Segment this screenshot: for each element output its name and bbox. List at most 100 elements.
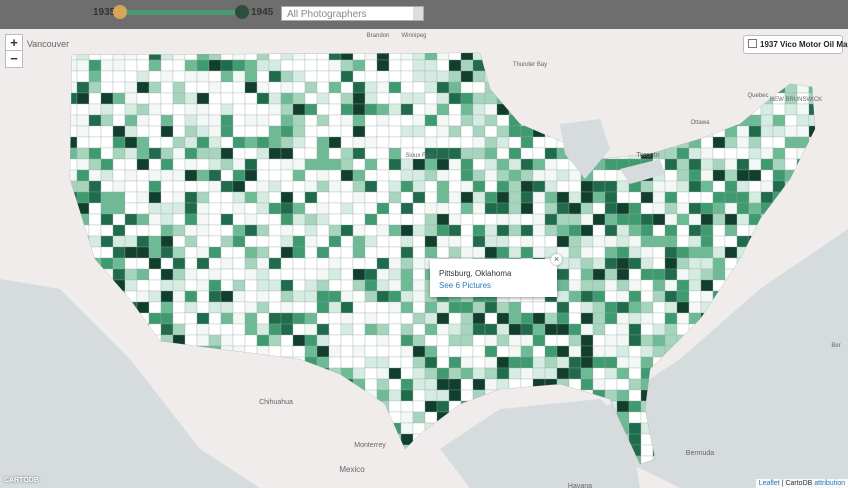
county[interactable] (484, 191, 498, 204)
county[interactable] (340, 180, 354, 193)
county[interactable] (544, 158, 558, 171)
county[interactable] (412, 59, 426, 72)
county[interactable] (184, 114, 198, 127)
county[interactable] (724, 202, 738, 215)
county[interactable] (736, 213, 750, 226)
county[interactable] (232, 158, 246, 171)
county[interactable] (244, 246, 258, 259)
county[interactable] (736, 125, 750, 138)
county[interactable] (328, 224, 342, 237)
county[interactable] (700, 180, 714, 193)
county[interactable] (460, 378, 474, 391)
county[interactable] (172, 301, 186, 314)
county[interactable] (268, 268, 282, 281)
county[interactable] (544, 356, 558, 369)
county[interactable] (184, 136, 198, 149)
county[interactable] (244, 202, 258, 215)
county[interactable] (604, 268, 618, 281)
county[interactable] (712, 202, 726, 215)
county[interactable] (664, 224, 678, 237)
county[interactable] (316, 334, 330, 347)
county[interactable] (604, 246, 618, 259)
county[interactable] (304, 224, 318, 237)
county[interactable] (412, 213, 426, 226)
county[interactable] (280, 103, 294, 116)
county[interactable] (352, 323, 366, 336)
county[interactable] (484, 202, 498, 215)
county[interactable] (376, 301, 390, 314)
county[interactable] (280, 290, 294, 303)
county[interactable] (688, 301, 702, 314)
county[interactable] (352, 114, 366, 127)
county[interactable] (532, 323, 546, 336)
county[interactable] (388, 268, 402, 281)
county[interactable] (544, 191, 558, 204)
county[interactable] (232, 235, 246, 248)
county[interactable] (676, 224, 690, 237)
county[interactable] (76, 169, 90, 182)
county[interactable] (208, 301, 222, 314)
county[interactable] (640, 202, 654, 215)
county[interactable] (496, 246, 510, 259)
county[interactable] (184, 169, 198, 182)
county[interactable] (340, 202, 354, 215)
county[interactable] (220, 191, 234, 204)
county[interactable] (208, 169, 222, 182)
county[interactable] (448, 70, 462, 83)
county[interactable] (544, 169, 558, 182)
county[interactable] (364, 92, 378, 105)
county[interactable] (340, 257, 354, 270)
county[interactable] (760, 103, 774, 116)
county[interactable] (232, 257, 246, 270)
county[interactable] (424, 235, 438, 248)
county[interactable] (376, 103, 390, 116)
county[interactable] (88, 169, 102, 182)
county[interactable] (652, 268, 666, 281)
county[interactable] (592, 367, 606, 380)
county[interactable] (604, 224, 618, 237)
county[interactable] (328, 191, 342, 204)
county[interactable] (328, 70, 342, 83)
county[interactable] (232, 334, 246, 347)
county[interactable] (340, 312, 354, 325)
county[interactable] (388, 224, 402, 237)
county[interactable] (208, 70, 222, 83)
county[interactable] (508, 356, 522, 369)
county[interactable] (436, 158, 450, 171)
county[interactable] (412, 367, 426, 380)
county[interactable] (244, 224, 258, 237)
county[interactable] (196, 279, 210, 292)
county[interactable] (424, 59, 438, 72)
county[interactable] (544, 224, 558, 237)
county[interactable] (460, 345, 474, 358)
county[interactable] (124, 136, 138, 149)
county[interactable] (148, 169, 162, 182)
county[interactable] (400, 169, 414, 182)
county[interactable] (412, 411, 426, 424)
county[interactable] (304, 312, 318, 325)
county[interactable] (148, 257, 162, 270)
county[interactable] (484, 235, 498, 248)
county[interactable] (520, 345, 534, 358)
county[interactable] (184, 191, 198, 204)
county[interactable] (388, 323, 402, 336)
county[interactable] (340, 268, 354, 281)
county[interactable] (568, 290, 582, 303)
county[interactable] (436, 213, 450, 226)
county[interactable] (100, 235, 114, 248)
county[interactable] (472, 246, 486, 259)
county[interactable] (280, 301, 294, 314)
county[interactable] (448, 202, 462, 215)
county[interactable] (400, 400, 414, 413)
county[interactable] (148, 301, 162, 314)
county[interactable] (460, 147, 474, 160)
county[interactable] (244, 191, 258, 204)
county[interactable] (196, 158, 210, 171)
county[interactable] (604, 334, 618, 347)
county[interactable] (316, 246, 330, 259)
county[interactable] (148, 224, 162, 237)
county[interactable] (400, 235, 414, 248)
county[interactable] (376, 312, 390, 325)
county[interactable] (88, 92, 102, 105)
county[interactable] (472, 191, 486, 204)
